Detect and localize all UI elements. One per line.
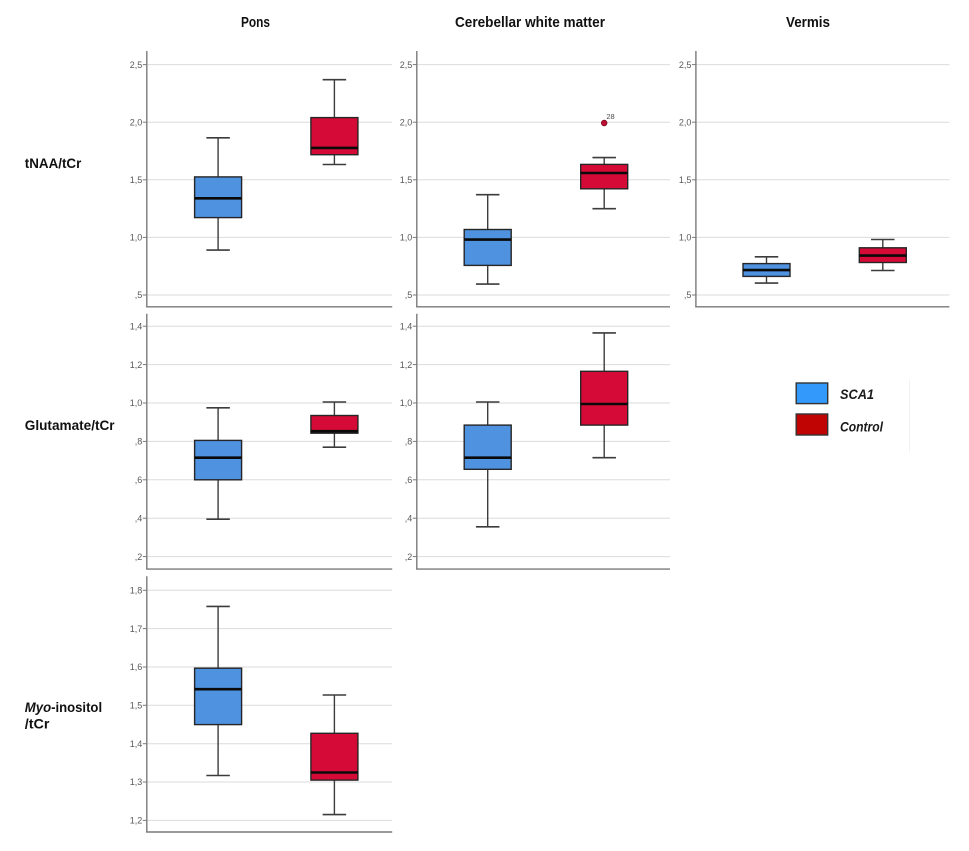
svg-text:Cerebellar white matter: Cerebellar white matter (455, 14, 605, 31)
svg-text:1,5: 1,5 (130, 175, 143, 185)
svg-text:1,0: 1,0 (679, 233, 692, 243)
svg-text:2,0: 2,0 (400, 117, 413, 127)
svg-text:,4: ,4 (405, 513, 413, 523)
svg-text:,5: ,5 (684, 290, 692, 300)
svg-text:,2: ,2 (405, 552, 413, 562)
svg-text:1,6: 1,6 (130, 662, 143, 672)
svg-text:1,7: 1,7 (130, 624, 143, 634)
svg-text:2,5: 2,5 (679, 60, 692, 70)
svg-text:tNAA/tCr: tNAA/tCr (25, 155, 82, 171)
svg-text:SCA1: SCA1 (840, 387, 874, 402)
svg-text:,8: ,8 (405, 437, 413, 447)
svg-text:,6: ,6 (135, 475, 143, 485)
svg-text:1,0: 1,0 (400, 233, 413, 243)
svg-text:,8: ,8 (135, 437, 143, 447)
svg-text:2,0: 2,0 (130, 117, 143, 127)
svg-text:/tCr: /tCr (25, 716, 50, 732)
svg-text:1,0: 1,0 (130, 233, 143, 243)
svg-text:1,2: 1,2 (130, 816, 143, 826)
svg-text:Glutamate/tCr: Glutamate/tCr (25, 417, 115, 433)
svg-text:Vermis: Vermis (786, 14, 830, 31)
svg-text:1,2: 1,2 (130, 360, 143, 370)
svg-text:2,5: 2,5 (400, 60, 413, 70)
svg-text:1,4: 1,4 (130, 321, 143, 331)
svg-text:,5: ,5 (135, 290, 143, 300)
svg-text:,6: ,6 (405, 475, 413, 485)
svg-text:1,4: 1,4 (400, 321, 413, 331)
svg-text:,2: ,2 (135, 552, 143, 562)
svg-text:1,5: 1,5 (679, 175, 692, 185)
svg-text:1,5: 1,5 (130, 701, 143, 711)
svg-text:1,0: 1,0 (400, 398, 413, 408)
svg-text:1,0: 1,0 (130, 398, 143, 408)
svg-text:-inositol: -inositol (51, 699, 102, 715)
svg-text:,5: ,5 (405, 290, 413, 300)
svg-text:1,3: 1,3 (130, 777, 143, 787)
svg-text:Myo: Myo (25, 699, 52, 715)
svg-text:1,4: 1,4 (130, 739, 143, 749)
svg-text:,4: ,4 (135, 513, 143, 523)
svg-text:1,2: 1,2 (400, 360, 413, 370)
svg-text:Control: Control (840, 419, 883, 434)
svg-text:2,0: 2,0 (679, 117, 692, 127)
svg-text:1,5: 1,5 (400, 175, 413, 185)
svg-text:1,8: 1,8 (130, 586, 143, 596)
svg-text:2,5: 2,5 (130, 60, 143, 70)
svg-text:Pons: Pons (241, 14, 270, 31)
svg-text:28: 28 (606, 112, 614, 121)
